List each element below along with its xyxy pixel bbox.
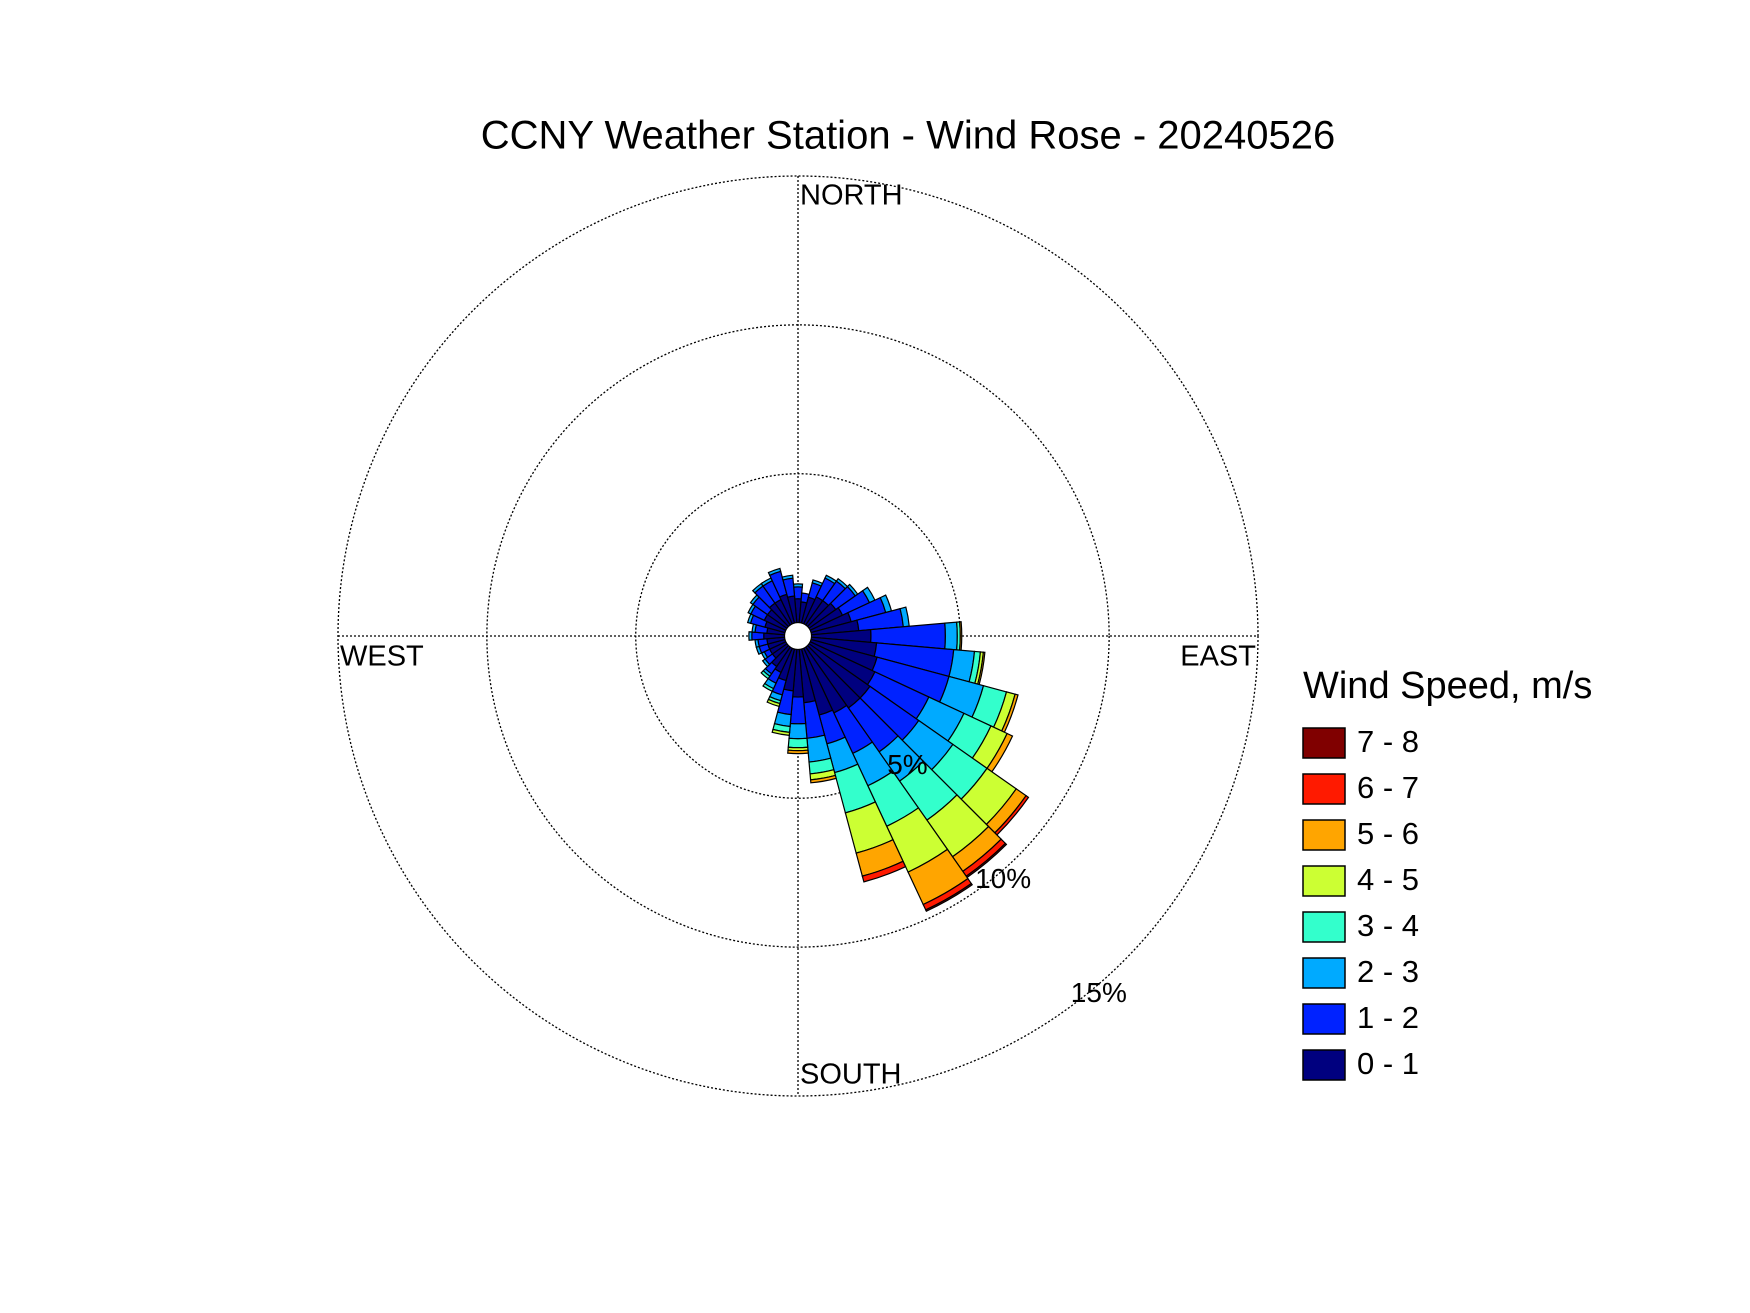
legend-label: 1 - 2 (1357, 1000, 1419, 1035)
wedge (771, 728, 791, 737)
legend-swatch (1302, 1003, 1346, 1035)
legend-swatch (1302, 773, 1346, 805)
wedge (766, 698, 781, 708)
wedge (809, 774, 837, 784)
legend-label: 6 - 7 (1357, 770, 1419, 805)
r-tick-label: 10% (975, 863, 1031, 894)
direction-label: NORTH (800, 180, 903, 212)
legend-swatch (1302, 727, 1346, 759)
wedge (754, 638, 760, 648)
legend-label: 0 - 1 (1357, 1046, 1419, 1081)
direction-label: SOUTH (800, 1059, 902, 1091)
wedge (792, 583, 804, 588)
legend-swatch (1302, 865, 1346, 897)
wedge (761, 658, 771, 668)
wedge (787, 737, 809, 749)
legend-label: 5 - 6 (1357, 816, 1419, 851)
legend-swatch (1302, 819, 1346, 851)
legend-title: Wind Speed, m/s (1303, 665, 1592, 707)
wedge (861, 860, 907, 883)
wedge (781, 574, 794, 581)
legend-swatch (1302, 1049, 1346, 1081)
chart-title: CCNY Weather Station - Wind Rose - 20240… (481, 114, 1336, 158)
legend-swatch (1302, 911, 1346, 943)
wedge (748, 631, 753, 641)
wedge (751, 623, 758, 633)
direction-label: EAST (1180, 641, 1256, 673)
wedge (788, 722, 808, 740)
legend-label: 4 - 5 (1357, 862, 1419, 897)
center-hole (784, 622, 812, 650)
r-tick-label: 5% (887, 749, 927, 780)
wedge (944, 621, 958, 651)
wedge (924, 882, 974, 913)
legend-label: 3 - 4 (1357, 908, 1419, 943)
wedge (787, 749, 809, 755)
wedge (958, 621, 963, 651)
wedge (762, 682, 775, 693)
legend-label: 7 - 8 (1357, 724, 1419, 759)
r-tick-label: 15% (1071, 977, 1127, 1008)
direction-label: WEST (340, 641, 424, 673)
wedge (760, 669, 771, 680)
legend-swatch (1302, 957, 1346, 989)
wedge (767, 567, 782, 577)
legend-label: 2 - 3 (1357, 954, 1419, 989)
